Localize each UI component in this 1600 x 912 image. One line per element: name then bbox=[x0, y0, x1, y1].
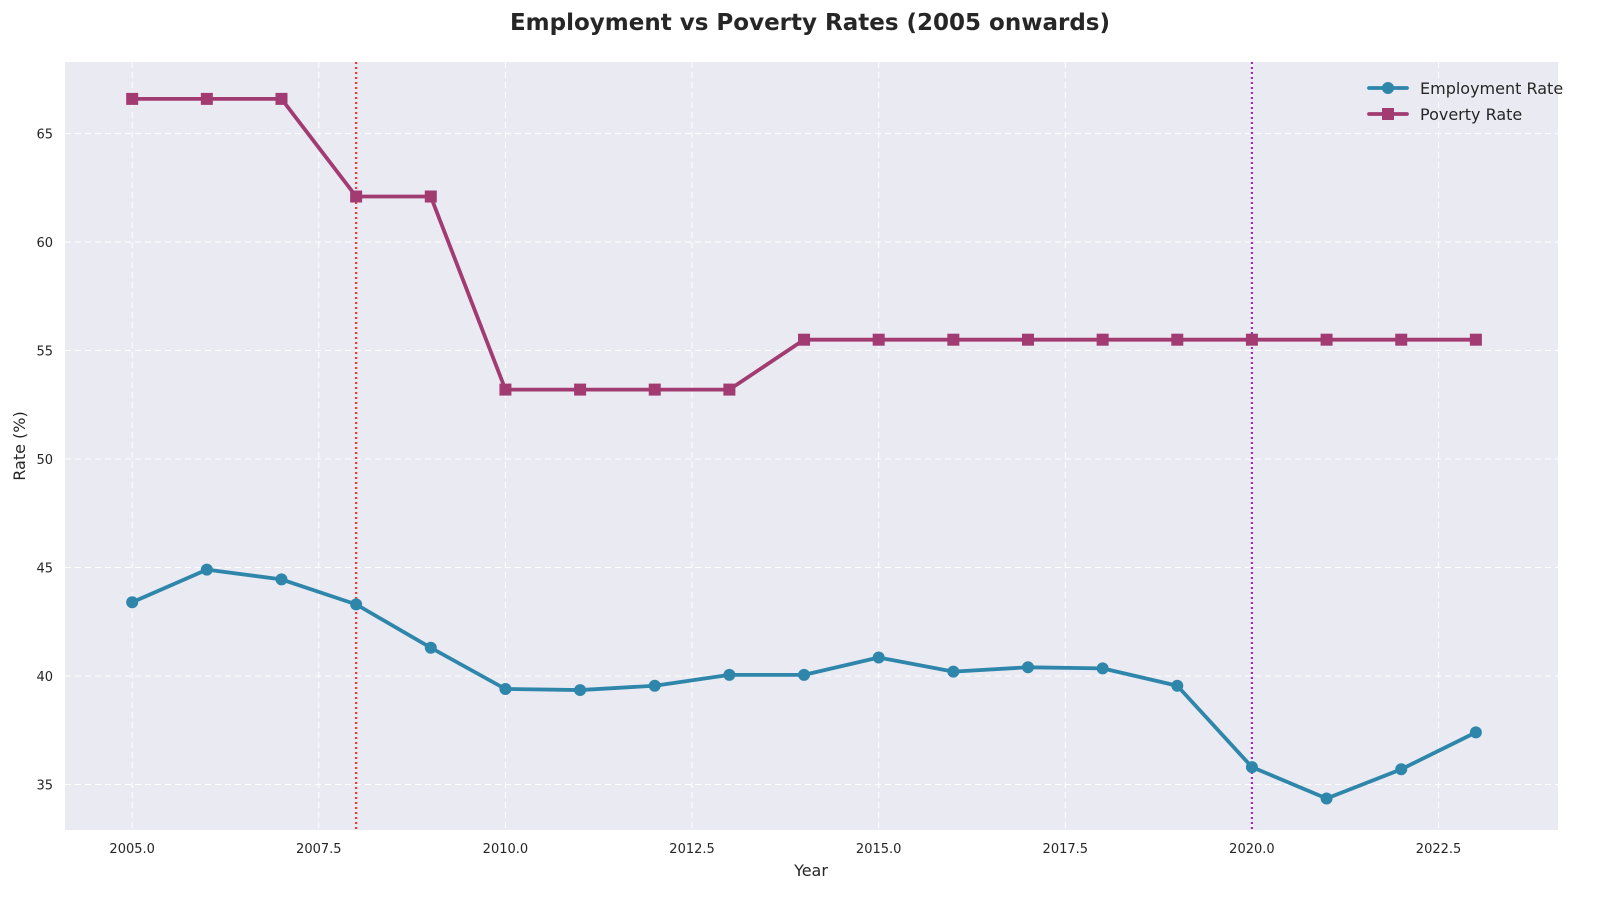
employment-rate-point bbox=[275, 573, 288, 586]
y-tick-label: 45 bbox=[36, 561, 53, 576]
employment-rate-point bbox=[947, 665, 960, 678]
employment-rate-point bbox=[723, 668, 736, 681]
poverty-rate-point bbox=[499, 383, 512, 396]
y-tick-label: 55 bbox=[36, 345, 53, 360]
poverty-rate-legend-marker bbox=[1382, 108, 1394, 120]
legend: Employment Rate Poverty Rate bbox=[1367, 79, 1563, 124]
employment-rate-series bbox=[126, 563, 1482, 805]
employment-rate-point bbox=[1320, 792, 1333, 805]
poverty-rate-point bbox=[1245, 333, 1258, 346]
series bbox=[126, 92, 1482, 805]
poverty-rate-point bbox=[1021, 333, 1034, 346]
x-tick-label: 2012.5 bbox=[669, 842, 715, 857]
employment-rate-point bbox=[200, 563, 213, 576]
employment-rate-legend-label: Employment Rate bbox=[1420, 79, 1563, 98]
x-tick-label: 2007.5 bbox=[296, 842, 342, 857]
employment-rate-legend-marker bbox=[1382, 82, 1394, 94]
x-tick-label: 2017.5 bbox=[1043, 842, 1089, 857]
employment-rate-point bbox=[126, 596, 139, 609]
x-tick-label: 2020.0 bbox=[1229, 842, 1275, 857]
employment-rate-point bbox=[648, 679, 661, 692]
employment-rate-point bbox=[424, 641, 437, 654]
poverty-rate-point bbox=[350, 190, 363, 203]
y-axis-label: Rate (%) bbox=[10, 411, 29, 480]
poverty-rate-point bbox=[723, 383, 736, 396]
employment-rate-point bbox=[798, 668, 811, 681]
poverty-rate-point bbox=[1320, 333, 1333, 346]
x-tick-label: 2022.5 bbox=[1416, 842, 1462, 857]
poverty-rate-point bbox=[1096, 333, 1109, 346]
y-tick-label: 65 bbox=[36, 128, 53, 143]
poverty-rate-point bbox=[574, 383, 587, 396]
poverty-rate-point bbox=[947, 333, 960, 346]
poverty-rate-point bbox=[275, 92, 288, 105]
employment-rate-point bbox=[574, 684, 587, 697]
employment-rate-point bbox=[1469, 726, 1482, 739]
y-tick-label: 60 bbox=[36, 236, 53, 251]
poverty-rate-series bbox=[126, 92, 1482, 396]
employment-rate-point bbox=[1395, 763, 1408, 776]
poverty-rate-point bbox=[648, 383, 661, 396]
employment-rate-point bbox=[1021, 661, 1034, 674]
x-axis-label: Year bbox=[793, 861, 828, 880]
poverty-rate-legend-label: Poverty Rate bbox=[1420, 105, 1522, 124]
poverty-rate-point bbox=[1395, 333, 1408, 346]
x-tick-label: 2010.0 bbox=[483, 842, 529, 857]
employment-rate-point bbox=[1171, 679, 1184, 692]
poverty-rate-point bbox=[798, 333, 811, 346]
y-tick-label: 40 bbox=[36, 670, 53, 685]
y-tick-label: 50 bbox=[36, 453, 53, 468]
grid bbox=[65, 62, 1558, 830]
plot-area bbox=[65, 62, 1558, 830]
reference-lines bbox=[355, 62, 1254, 830]
poverty-rate-point bbox=[200, 92, 213, 105]
poverty-rate-point bbox=[126, 92, 139, 105]
x-tick-label: 2005.0 bbox=[109, 842, 155, 857]
chart-title: Employment vs Poverty Rates (2005 onward… bbox=[510, 10, 1110, 36]
poverty-rate-point bbox=[1171, 333, 1184, 346]
poverty-rate-point bbox=[1469, 333, 1482, 346]
poverty-rate-point bbox=[872, 333, 885, 346]
employment-rate-point bbox=[872, 651, 885, 664]
x-tick-label: 2015.0 bbox=[856, 842, 902, 857]
employment-rate-point bbox=[499, 682, 512, 695]
poverty-rate-point bbox=[424, 190, 437, 203]
y-axis-ticks: 35 40 45 50 55 60 65 bbox=[36, 128, 53, 794]
y-tick-label: 35 bbox=[36, 778, 53, 793]
employment-rate-point bbox=[1096, 662, 1109, 675]
employment-rate-point bbox=[1245, 761, 1258, 774]
employment-rate-point bbox=[350, 598, 363, 611]
x-axis-ticks: 2005.0 2007.5 2010.0 2012.5 2015.0 2017.5 2020… bbox=[109, 842, 1461, 857]
